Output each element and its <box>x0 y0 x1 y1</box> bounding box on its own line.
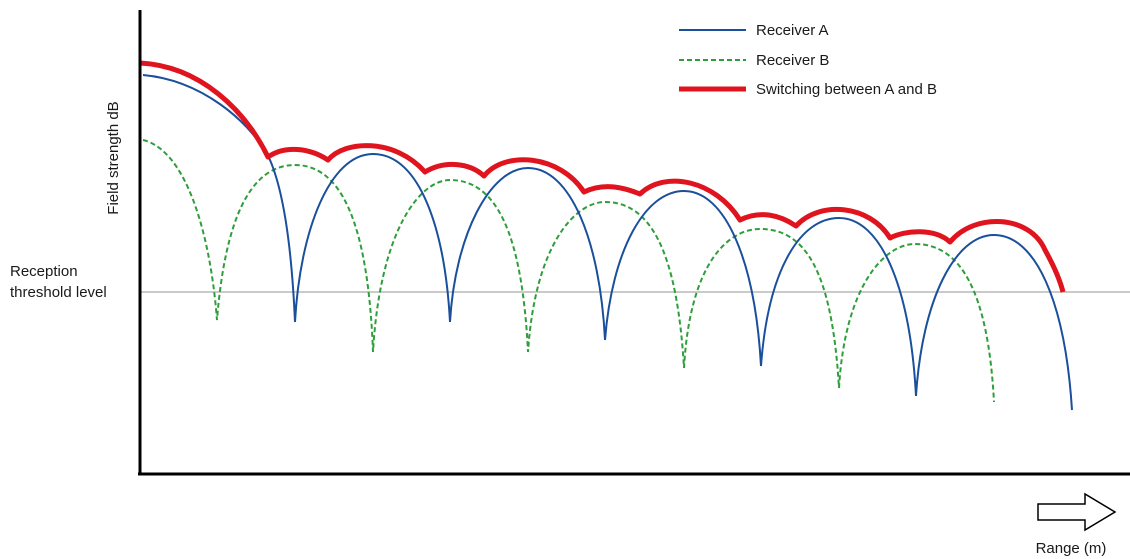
receiver-a-curve <box>142 74 1073 411</box>
x-axis-label: Range (m) <box>1036 540 1107 557</box>
legend-label-receiver-a: Receiver A <box>756 22 829 39</box>
legend-label-switching: Switching between A and B <box>756 81 937 98</box>
legend-item-receiver-b: Receiver B <box>679 52 829 69</box>
threshold-label-line2: threshold level <box>10 284 107 301</box>
threshold-label-line1: Reception <box>10 263 78 280</box>
legend: Receiver A Receiver B Switching between … <box>679 22 937 98</box>
legend-label-receiver-b: Receiver B <box>756 52 829 69</box>
legend-item-receiver-a: Receiver A <box>679 22 829 39</box>
switching-curve <box>139 60 1066 293</box>
legend-item-switching: Switching between A and B <box>679 81 937 98</box>
y-axis-label: Field strength dB <box>105 101 122 214</box>
receiver-b-curve <box>142 139 995 403</box>
right-arrow-outline-icon <box>1037 492 1117 532</box>
